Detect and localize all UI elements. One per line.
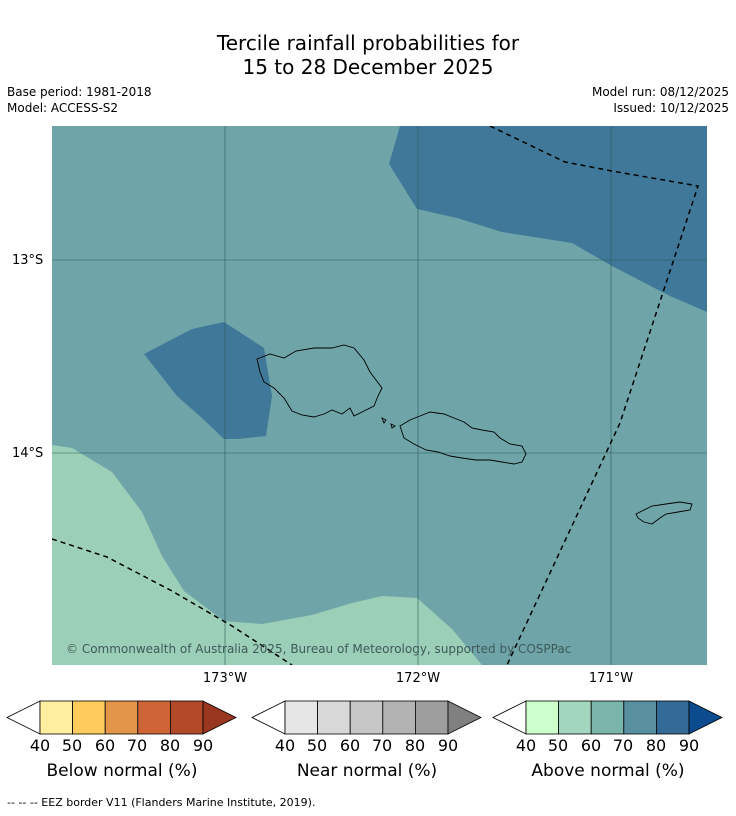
model-run: Model run: 08/12/2025 xyxy=(591,85,729,99)
island-outlines xyxy=(256,344,693,525)
colorbar-segment xyxy=(655,700,690,735)
colorbar-arrow-high xyxy=(202,700,237,735)
tick: 60 xyxy=(94,736,116,755)
legend-near-normal-colorbar xyxy=(251,700,482,735)
colorbar-segment xyxy=(72,700,106,735)
colorbar-segment xyxy=(558,700,592,735)
model-name: Model: ACCESS-S2 xyxy=(7,101,119,115)
tick: 80 xyxy=(645,736,667,755)
tick: 90 xyxy=(437,736,459,755)
legend-near-normal-label: Near normal (%) xyxy=(296,761,438,781)
forecast-map: © Commonwealth of Australia 2025, Bureau… xyxy=(52,126,707,665)
colorbar-segment xyxy=(104,700,139,735)
eez-footnote: -- -- -- EEZ border V11 (Flanders Marine… xyxy=(7,796,316,809)
island-upolu xyxy=(399,411,527,465)
tick: 40 xyxy=(274,736,296,755)
colorbar-segment xyxy=(382,700,416,735)
tick: 80 xyxy=(159,736,181,755)
eez-border xyxy=(52,126,699,665)
issued-date: Issued: 10/12/2025 xyxy=(613,101,729,115)
colorbar-arrow-low xyxy=(492,700,527,735)
tick: 70 xyxy=(612,736,634,755)
colorbar-segment xyxy=(590,700,625,735)
graticule xyxy=(52,126,707,665)
tick: 50 xyxy=(547,736,569,755)
tick: 50 xyxy=(61,736,83,755)
legend-below-normal-colorbar xyxy=(6,700,237,735)
tick: 40 xyxy=(29,736,51,755)
island-apolima xyxy=(390,423,396,429)
island-savaii xyxy=(256,344,383,418)
colorbar-arrow-low xyxy=(251,700,286,735)
colorbar-segment xyxy=(317,700,351,735)
colorbar-arrow-low xyxy=(6,700,41,735)
colorbar-arrow-high xyxy=(447,700,482,735)
tick: 90 xyxy=(678,736,700,755)
tick: 80 xyxy=(404,736,426,755)
colorbar-arrow-high xyxy=(688,700,723,735)
legend-above-normal-label: Above normal (%) xyxy=(531,761,685,781)
tick: 60 xyxy=(339,736,361,755)
colorbar-segment xyxy=(169,700,204,735)
colorbar-segment xyxy=(525,700,559,735)
lon-label-171w: 171°W xyxy=(588,671,634,686)
colorbar-segment xyxy=(623,700,657,735)
lat-label-13s: 13°S xyxy=(12,253,44,268)
legend-above-normal-colorbar xyxy=(492,700,723,735)
tick: 40 xyxy=(515,736,537,755)
colorbar-segment xyxy=(137,700,171,735)
island-manono xyxy=(381,417,387,424)
colorbar-segment xyxy=(414,700,449,735)
lat-label-14s: 14°S xyxy=(12,446,44,461)
tick: 70 xyxy=(371,736,393,755)
colorbar-segment xyxy=(284,700,318,735)
tick: 70 xyxy=(126,736,148,755)
island-tutuila xyxy=(635,501,693,525)
region-above-70-80-ne xyxy=(389,126,707,312)
colorbar-segment xyxy=(39,700,73,735)
map-title-line2: 15 to 28 December 2025 xyxy=(242,55,494,79)
tick: 50 xyxy=(306,736,328,755)
colorbar-segment xyxy=(349,700,384,735)
map-title-line1: Tercile rainfall probabilities for xyxy=(216,31,520,55)
region-above-50-60-sw xyxy=(52,445,482,665)
tick: 90 xyxy=(192,736,214,755)
region-above-70-80-west xyxy=(144,322,272,439)
tick: 60 xyxy=(580,736,602,755)
lon-label-172w: 172°W xyxy=(395,671,441,686)
base-period: Base period: 1981-2018 xyxy=(7,85,152,99)
copyright-text: © Commonwealth of Australia 2025, Bureau… xyxy=(66,642,571,656)
lon-label-173w: 173°W xyxy=(202,671,248,686)
legend-below-normal-label: Below normal (%) xyxy=(46,761,198,781)
